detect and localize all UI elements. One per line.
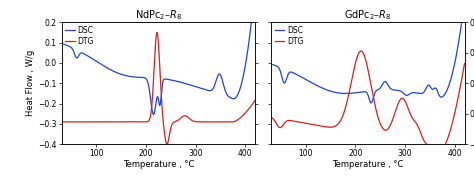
Title: GdPc$_2$–$R_8$: GdPc$_2$–$R_8$ bbox=[344, 8, 392, 22]
Y-axis label: Heat Flow , W/g: Heat Flow , W/g bbox=[27, 50, 36, 116]
X-axis label: Temperature , °C: Temperature , °C bbox=[332, 159, 403, 169]
Legend: DSC, DTG: DSC, DTG bbox=[64, 24, 96, 47]
X-axis label: Temperature , °C: Temperature , °C bbox=[123, 159, 194, 169]
Legend: DSC, DTG: DSC, DTG bbox=[273, 24, 305, 47]
Title: NdPc$_2$–$R_8$: NdPc$_2$–$R_8$ bbox=[135, 8, 182, 22]
